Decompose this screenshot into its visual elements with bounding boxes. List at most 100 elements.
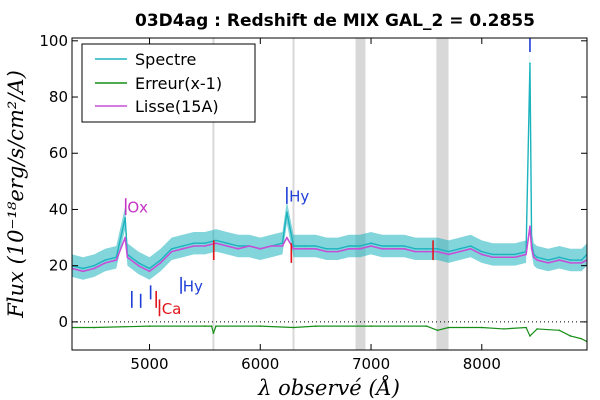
series-point-1-11: [181, 248, 184, 250]
shaded-band-0: [355, 38, 366, 350]
series-point-0-39: [480, 250, 483, 253]
series-point-0-38: [469, 245, 472, 247]
series-point-0-8: [148, 267, 151, 270]
series-point-0-24: [314, 245, 317, 247]
series-point-0-32: [403, 245, 406, 247]
y-tick-label-3: 60: [49, 144, 68, 162]
series-point-0-35: [436, 248, 439, 250]
series-point-1-47: [536, 259, 538, 261]
series-point-1-12: [193, 245, 195, 247]
series-band-spectre: [72, 52, 587, 280]
series-point-2-13: [447, 326, 450, 329]
series-point-0-30: [381, 245, 383, 247]
series-point-1-31: [392, 248, 394, 250]
series-point-1-48: [547, 262, 550, 264]
series-point-2-9: [314, 325, 317, 327]
series-point-1-37: [458, 250, 461, 253]
x-axis-label: λ observé (Å): [257, 375, 400, 400]
series-point-0-11: [181, 245, 184, 247]
series-point-0-2: [93, 264, 95, 267]
series-point-2-14: [480, 326, 483, 329]
series-line-2: [72, 325, 587, 343]
series-point-2-3: [204, 325, 206, 327]
series-point-1-50: [569, 262, 572, 264]
series-point-1-32: [403, 248, 406, 250]
chart-title: 03D4ag : Redshift de MIX GAL_2 = 0.2855: [135, 11, 535, 31]
series-point-1-28: [359, 248, 361, 250]
series-point-1-34: [425, 250, 428, 253]
series-point-1-4: [115, 259, 118, 261]
series-point-0-1: [82, 267, 84, 270]
y-tick-label-4: 80: [49, 88, 68, 106]
series-point-1-25: [325, 250, 328, 253]
series-point-0-9: [159, 259, 162, 261]
series-point-2-21: [580, 337, 583, 340]
series-point-1-17: [248, 245, 251, 247]
series-point-0-12: [193, 242, 195, 244]
plot-frame: [71, 37, 588, 351]
series-point-0-25: [325, 248, 328, 250]
series-point-2-7: [259, 325, 262, 327]
axis-ticks: 5000 6000 7000 8000 0 20 40 60 80 100: [39, 32, 587, 373]
series-point-0-16: [237, 245, 239, 247]
series-point-1-7: [137, 264, 140, 267]
series-point-2-19: [558, 329, 561, 332]
series-point-2-16: [525, 326, 527, 329]
series-point-1-36: [447, 253, 450, 256]
series-point-1-29: [370, 245, 372, 247]
series-point-1-9: [159, 262, 162, 264]
series-point-1-6: [126, 256, 129, 259]
series-point-2-2: [148, 325, 151, 327]
series-point-1-30: [381, 248, 383, 250]
legend-label-lisse: Lisse(15A): [135, 97, 219, 116]
series-point-1-22: [292, 248, 295, 250]
legend: Spectre Erreur(x-1) Lisse(15A): [81, 43, 256, 123]
series-point-2-6: [215, 325, 217, 327]
annotation-label-1: Hy: [289, 187, 309, 205]
series-point-0-22: [292, 245, 295, 247]
series-point-1-14: [215, 242, 217, 244]
series-point-1-15: [226, 245, 228, 247]
series-point-0-28: [359, 245, 361, 247]
series-point-1-51: [580, 262, 583, 264]
series-point-0-42: [514, 253, 516, 256]
annotation-label-0: Ox: [127, 199, 148, 217]
series-point-1-5: [124, 236, 126, 239]
series-point-0-44: [529, 62, 531, 65]
y-tick-label-1: 20: [49, 257, 68, 275]
series-point-2-15: [503, 328, 505, 330]
x-tick-label-0: 5000: [130, 355, 168, 373]
y-tick-label-5: 100: [39, 32, 68, 50]
series-point-1-2: [93, 267, 95, 270]
series-point-0-49: [558, 256, 561, 259]
axes-frame: [71, 37, 588, 351]
series-point-0-10: [170, 248, 173, 250]
series-point-0-27: [348, 245, 350, 247]
series-point-1-35: [436, 250, 439, 253]
series-point-1-41: [503, 256, 505, 259]
series-point-1-26: [337, 250, 339, 253]
series-point-0-26: [337, 248, 339, 250]
series-point-1-13: [204, 245, 206, 247]
series-point-0-3: [104, 259, 107, 261]
series-point-1-20: [281, 245, 284, 247]
series-point-1-39: [480, 253, 483, 256]
series-point-1-24: [314, 248, 317, 250]
series-point-1-27: [348, 248, 350, 250]
series-point-0-7: [137, 262, 140, 264]
series-point-0-40: [492, 253, 494, 256]
series-point-0-14: [215, 239, 217, 242]
series-point-0-41: [503, 253, 505, 256]
series-point-1-8: [148, 270, 151, 273]
series-point-0-48: [547, 259, 550, 261]
y-tick-label-0: 0: [58, 313, 68, 331]
series-point-1-16: [237, 248, 239, 250]
series-point-1-18: [259, 248, 262, 250]
series-point-0-23: [303, 245, 306, 247]
legend-label-erreur: Erreur(x-1): [135, 74, 222, 93]
series-point-1-45: [530, 248, 533, 250]
series-point-0-31: [392, 245, 394, 247]
series-point-1-46: [533, 256, 535, 259]
series-point-0-33: [414, 248, 417, 250]
